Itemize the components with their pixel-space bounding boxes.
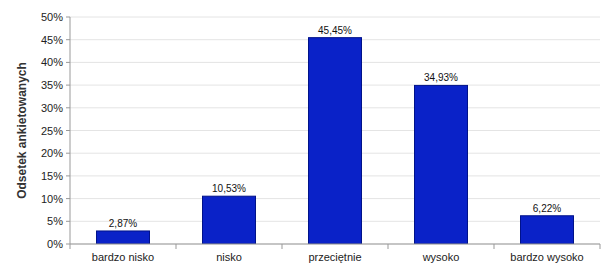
y-tick-label: 0% — [47, 238, 63, 250]
y-tick — [66, 39, 70, 40]
y-tick-label: 50% — [41, 11, 63, 23]
bar — [309, 38, 362, 244]
bars — [97, 38, 574, 244]
grid-line — [70, 17, 600, 18]
x-tick-label: przeciętnie — [308, 251, 361, 263]
y-axis — [70, 17, 71, 244]
data-label: 34,93% — [424, 72, 458, 83]
y-tick — [66, 62, 70, 63]
x-separator — [176, 244, 177, 249]
y-tick — [66, 107, 70, 108]
chart-svg: 0% 5% 10% 15% 20% 25% 30% 35% 40% 45% 50% Odsetek a… — [0, 0, 609, 271]
y-tick — [66, 85, 70, 86]
bar — [203, 196, 256, 244]
x-tick-label: wysoko — [422, 251, 460, 263]
y-tick — [66, 17, 70, 18]
y-tick-label: 30% — [41, 102, 63, 114]
data-label: 10,53% — [212, 183, 246, 194]
y-tick — [66, 198, 70, 199]
y-tick — [66, 221, 70, 222]
data-label: 6,22% — [533, 203, 561, 214]
x-separator — [70, 244, 71, 249]
y-tick — [66, 130, 70, 131]
chart-container: 0% 5% 10% 15% 20% 25% 30% 35% 40% 45% 50% Odsetek a… — [0, 0, 609, 271]
x-separator — [494, 244, 495, 249]
x-separator — [600, 244, 601, 249]
y-tick-label: 15% — [41, 170, 63, 182]
grid-line — [70, 244, 600, 245]
y-tick-label: 35% — [41, 79, 63, 91]
data-label: 2,87% — [109, 218, 137, 229]
bar — [97, 231, 150, 244]
x-tick-label: bardzo wysoko — [510, 251, 583, 263]
x-axis — [70, 244, 600, 245]
y-tick-label: 25% — [41, 125, 63, 137]
y-tick — [66, 153, 70, 154]
y-tick-label: 10% — [41, 193, 63, 205]
y-tick-label: 45% — [41, 34, 63, 46]
y-tick-label: 5% — [47, 215, 63, 227]
y-tick — [66, 244, 70, 245]
y-axis-label: Odsetek ankietowanych — [15, 62, 29, 199]
data-label: 45,45% — [318, 25, 352, 36]
x-separator — [388, 244, 389, 249]
x-separator — [282, 244, 283, 249]
x-tick-label: nisko — [216, 251, 242, 263]
y-tick-label: 40% — [41, 56, 63, 68]
x-tick-label: bardzo nisko — [92, 251, 154, 263]
y-tick — [66, 175, 70, 176]
y-tick-label: 20% — [41, 147, 63, 159]
bar — [521, 216, 574, 244]
bar — [415, 85, 468, 244]
